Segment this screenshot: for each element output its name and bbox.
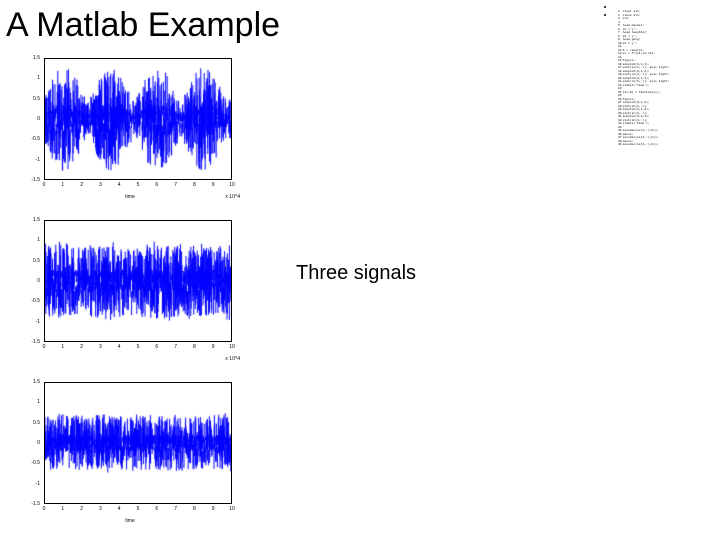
y-tick-label: 1.5 xyxy=(33,379,40,385)
slide: A Matlab Example Three signals -1.5 -1 -0.… xyxy=(0,0,720,540)
x-tick-label: 4 xyxy=(118,182,121,188)
plot-area xyxy=(44,58,232,180)
x-tick-label: 6 xyxy=(155,182,158,188)
x-axis-ticks: 0 1 2 3 4 5 6 7 8 9 10 xyxy=(44,506,232,516)
x-tick-label: 7 xyxy=(174,506,177,512)
x-tick-label: 0 xyxy=(43,344,46,350)
y-tick-label: 0 xyxy=(37,440,40,446)
y-tick-label: 1 xyxy=(37,75,40,81)
x-tick-label: 5 xyxy=(137,344,140,350)
x-tick-label: 10 xyxy=(229,506,235,512)
x-tick-label: 8 xyxy=(193,344,196,350)
y-tick-label: 1 xyxy=(37,399,40,405)
x-tick-label: 8 xyxy=(193,506,196,512)
x-tick-label: 2 xyxy=(80,344,83,350)
y-tick-label: -0.5 xyxy=(31,136,40,142)
plot-area xyxy=(44,220,232,342)
y-tick-label: -1 xyxy=(36,319,40,325)
x-tick-label: 6 xyxy=(155,506,158,512)
signal-chart-3: -1.5 -1 -0.5 0 0.5 1 1.5 0 1 2 3 4 5 6 7 8 9 10 time xyxy=(18,376,242,524)
chart-column: -1.5-1-0.500.511.5 012345678910 time x 1… xyxy=(18,52,248,538)
y-tick-label: -0.5 xyxy=(31,298,40,304)
y-tick-label: 1 xyxy=(37,237,40,243)
x-tick-label: 2 xyxy=(80,506,83,512)
x-tick-label: 1 xyxy=(61,506,64,512)
x-tick-label: 2 xyxy=(80,182,83,188)
y-tick-label: -1.5 xyxy=(31,501,40,507)
page-title: A Matlab Example xyxy=(6,6,280,45)
x-tick-label: 9 xyxy=(212,344,215,350)
signal-chart-2: -1.5 -1 -0.5 0 0.5 1 1.5 0 1 2 3 4 5 6 7 8 9 10 x 10^4 xyxy=(18,214,242,362)
x-tick-label: 5 xyxy=(137,506,140,512)
x-tick-label: 10 xyxy=(229,182,235,188)
code-listing: 1 2 3 4 5 6 7 8 9 10 11 12 13 14 15 16 1… xyxy=(618,10,708,147)
x-tick-label: 6 xyxy=(155,344,158,350)
bullet-icon xyxy=(604,6,606,8)
y-tick-label: 1.5 xyxy=(33,217,40,223)
y-tick-label: -1 xyxy=(36,481,40,487)
x-tick-label: 10 xyxy=(229,344,235,350)
x-axis-exponent: x 10^4 xyxy=(225,194,240,200)
signal-chart-1: -1.5 -1 -0.5 0 0.5 1 1.5 0 1 2 3 4 5 6 7 8 9 10 time x 1… xyxy=(18,52,242,200)
y-tick-label: 0.5 xyxy=(33,258,40,264)
x-tick-label: 7 xyxy=(174,344,177,350)
plot-area xyxy=(44,382,232,504)
x-axis-ticks: 0 1 2 3 4 5 6 7 8 9 10 xyxy=(44,344,232,354)
bullet-icon xyxy=(604,14,606,16)
y-tick-label: -0.5 xyxy=(31,460,40,466)
x-tick-label: 3 xyxy=(99,506,102,512)
y-tick-label: 0 xyxy=(37,278,40,284)
x-axis-exponent: x 10^4 xyxy=(225,356,240,362)
y-axis-ticks: -1.5 -1 -0.5 0 0.5 1 1.5 xyxy=(18,382,42,504)
caption-text: Three signals xyxy=(296,262,416,285)
y-axis-ticks: -1.5 -1 -0.5 0 0.5 1 1.5 xyxy=(18,220,42,342)
x-tick-label: 4 xyxy=(118,506,121,512)
x-axis-label: time xyxy=(125,194,134,200)
x-tick-label: 5 xyxy=(137,182,140,188)
x-tick-label: 9 xyxy=(212,506,215,512)
x-tick-label: 9 xyxy=(212,182,215,188)
x-axis-ticks: 0 1 2 3 4 5 6 7 8 9 10 xyxy=(44,182,232,192)
y-tick-label: 0.5 xyxy=(33,420,40,426)
x-tick-label: 3 xyxy=(99,344,102,350)
y-tick-label: 0.5 xyxy=(33,96,40,102)
x-tick-label: 1 xyxy=(61,344,64,350)
y-tick-label: -1.5 xyxy=(31,177,40,183)
x-axis-label: time xyxy=(125,518,134,524)
y-tick-label: -1 xyxy=(36,157,40,163)
x-tick-label: 4 xyxy=(118,344,121,350)
x-tick-label: 1 xyxy=(61,182,64,188)
x-tick-label: 0 xyxy=(43,506,46,512)
x-tick-label: 3 xyxy=(99,182,102,188)
y-tick-label: 1.5 xyxy=(33,55,40,61)
x-tick-label: 0 xyxy=(43,182,46,188)
y-axis-ticks: -1.5 -1 -0.5 0 0.5 1 1.5 xyxy=(18,58,42,180)
x-tick-label: 8 xyxy=(193,182,196,188)
y-tick-label: 0 xyxy=(37,116,40,122)
y-tick-label: -1.5 xyxy=(31,339,40,345)
x-tick-label: 7 xyxy=(174,182,177,188)
